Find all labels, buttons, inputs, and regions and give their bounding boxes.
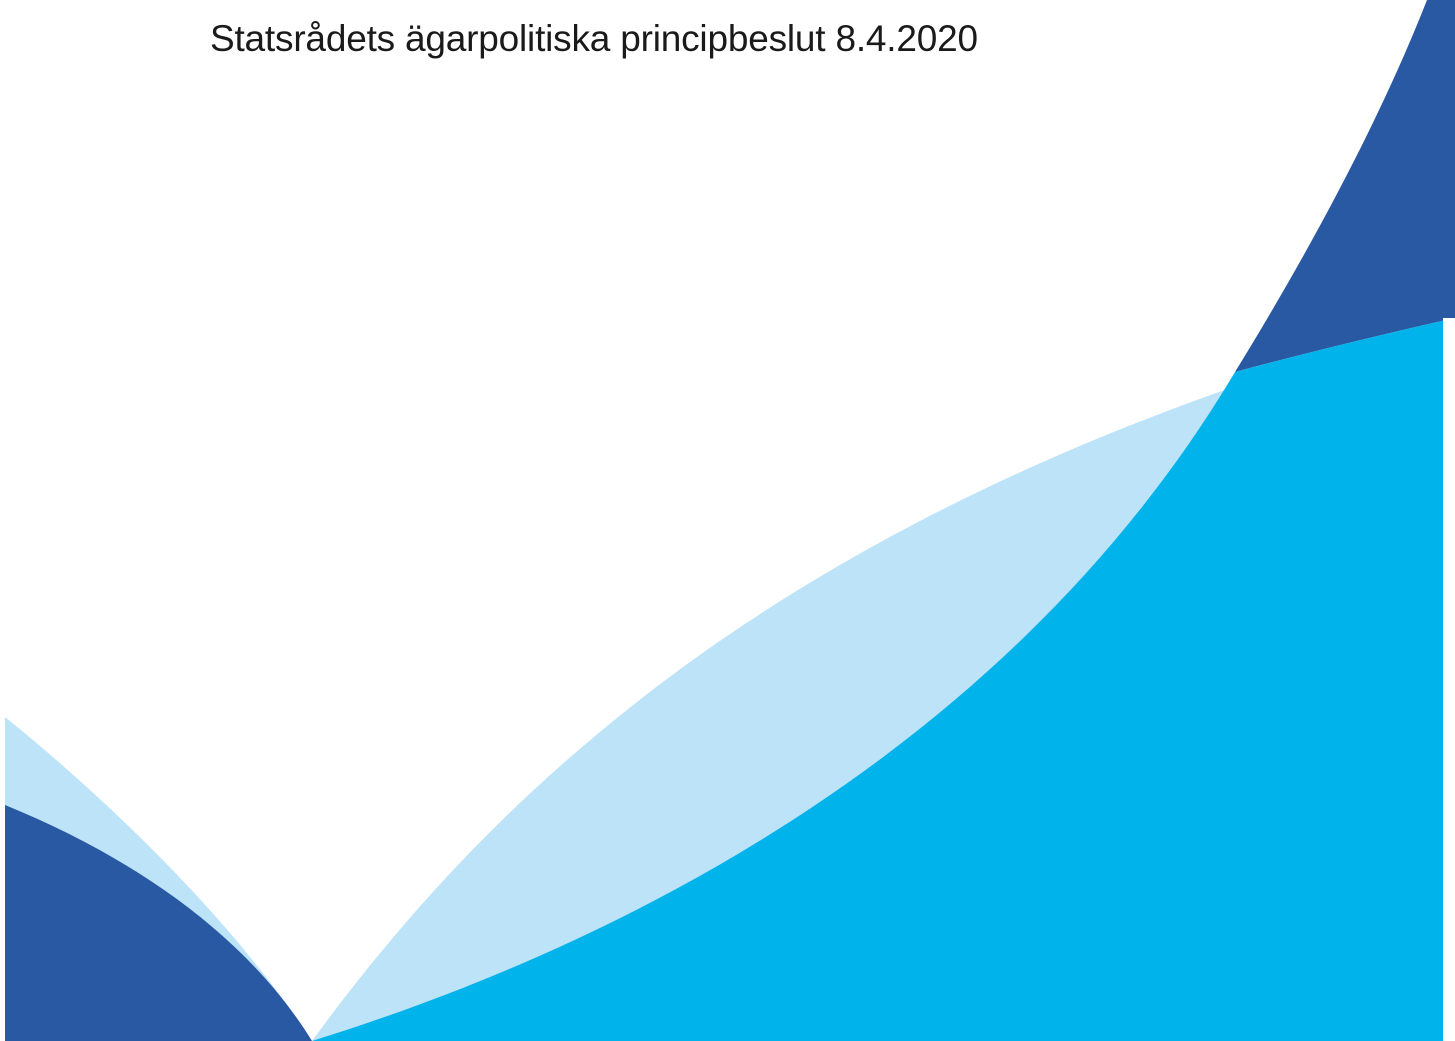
wave-dark-blue-bottom-left-shape — [5, 805, 312, 1041]
wave-cyan-shape — [312, 318, 1455, 1041]
right-margin-strip — [1443, 318, 1455, 1041]
document-title: Statsrådets ägarpolitiska principbeslut … — [210, 18, 978, 59]
wave-dark-blue-top-right-shape — [1235, 0, 1455, 372]
